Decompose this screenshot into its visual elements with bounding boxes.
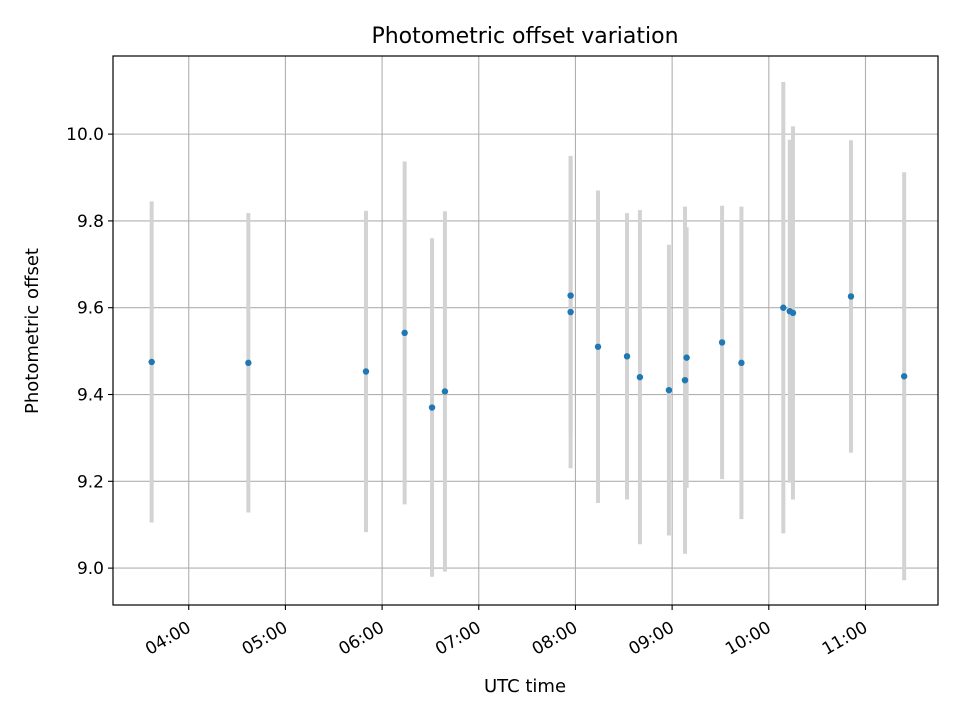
data-point <box>245 359 252 367</box>
x-axis-label: UTC time <box>484 676 566 697</box>
data-point <box>789 309 797 317</box>
data-point <box>780 304 787 311</box>
y-tick-label: 9.6 <box>77 299 104 319</box>
y-tick-label: 9.2 <box>77 472 104 492</box>
y-axis: 9.0 9.2 9.4 9.6 9.8 10.0 <box>66 125 113 579</box>
data-point <box>636 373 644 381</box>
y-axis-label: Photometric offset <box>22 248 43 414</box>
data-point <box>900 373 908 380</box>
data-point <box>401 329 408 337</box>
data-point <box>148 358 155 366</box>
data-point <box>441 388 449 395</box>
data-point <box>738 359 745 367</box>
data-point <box>718 339 726 346</box>
y-tick-label: 9.0 <box>77 559 104 579</box>
y-tick-label: 10.0 <box>66 125 104 145</box>
data-point <box>428 404 436 411</box>
y-tick-label: 9.4 <box>77 386 104 406</box>
data-point <box>594 343 602 350</box>
grid <box>113 56 938 605</box>
data-point <box>681 376 689 384</box>
data-point <box>567 308 574 316</box>
plot-frame <box>112 55 939 606</box>
y-tick-label: 9.8 <box>77 212 104 232</box>
data-point <box>362 368 370 375</box>
data-point <box>847 293 855 300</box>
data-point <box>683 354 690 361</box>
data-point <box>665 386 673 394</box>
data-point <box>623 353 631 360</box>
data-points <box>148 292 908 411</box>
chart-title: Photometric offset variation <box>371 24 678 49</box>
data-point <box>567 292 574 299</box>
